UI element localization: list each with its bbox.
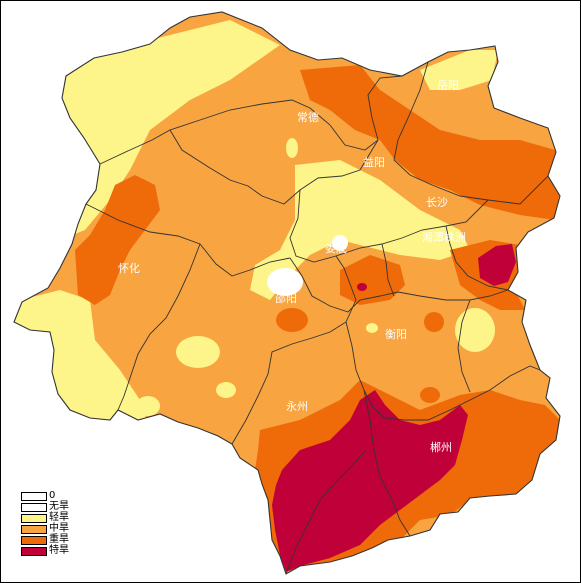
legend-item: 0 (21, 490, 61, 503)
legend-label: 无旱 (49, 501, 69, 512)
zone-light-spot-6 (216, 382, 236, 398)
border-yongzhou-inner (285, 449, 367, 575)
legend-label: 特旱 (49, 545, 69, 556)
border-loudi-xiangtan (335, 255, 357, 301)
city-label-xiangtan: 湘潭株洲 (422, 230, 466, 244)
admin-borders (13, 11, 561, 575)
city-label-shaoyang: 邵阳 (275, 292, 297, 305)
city-label-hengyang: 衡阳 (385, 328, 407, 341)
zone-extreme-south (272, 390, 468, 572)
province-outline (13, 11, 561, 575)
city-label-chenzhou: 郴州 (430, 440, 452, 454)
border-changde-south (99, 129, 379, 205)
zone-light-spot-2 (455, 308, 495, 352)
legend-item: 重旱 (21, 534, 69, 547)
zone-severe-west (75, 175, 160, 305)
city-label-changde: 常德 (297, 110, 319, 124)
legend-item: 中旱 (21, 523, 69, 536)
zone-severe-xiangtan (340, 255, 405, 305)
border-shaoyang-yongzhou (231, 299, 357, 445)
border-hengyang-zhuzhou (457, 299, 471, 393)
zone-light-center (250, 160, 470, 300)
border-yueyang-changsha (393, 61, 549, 205)
zone-none-shaoyang (267, 268, 303, 296)
border-huaihua-north (85, 203, 291, 277)
legend-item: 特旱 (21, 545, 69, 558)
zone-light-northeast (420, 50, 498, 90)
border-hengyang-south (345, 321, 541, 421)
legend-swatch-extreme (21, 547, 47, 556)
legend-label: 轻旱 (49, 512, 69, 523)
border-changsha-zhuzhou (445, 225, 509, 291)
legend-swatch-none (21, 503, 47, 512)
legend-swatch-light (21, 514, 47, 523)
border-huaihua-shaoyang (117, 243, 201, 411)
legend-label: 0 (49, 490, 56, 501)
zone-extreme-east (478, 244, 516, 286)
zone-light-spot-5 (136, 396, 160, 416)
legend-label: 中旱 (49, 523, 69, 534)
border-changde-yueyang (169, 75, 403, 151)
zone-light-spot-3 (286, 138, 298, 158)
zone-light-southwest (14, 290, 150, 430)
legend-swatch-severe (21, 536, 47, 545)
legend-swatch-0 (21, 492, 47, 501)
zone-light-spot-1 (176, 336, 220, 368)
city-label-huaihua: 怀化 (118, 261, 140, 275)
legend-item: 轻旱 (21, 512, 69, 525)
legend-item: 无旱 (21, 501, 69, 514)
city-label-yiyang: 益阳 (363, 155, 385, 169)
zone-light-spot-4 (366, 323, 378, 333)
zone-severe-spot-2 (424, 312, 444, 332)
zone-extreme-spot (357, 283, 367, 291)
zone-severe-northeast (300, 65, 560, 220)
zone-severe-spot-3 (420, 387, 440, 403)
legend-swatch-moderate (21, 525, 47, 534)
legend-label: 重旱 (49, 534, 69, 545)
city-label-yueyang: 岳阳 (437, 79, 459, 92)
border-yongzhou-chenzhou (363, 389, 411, 537)
legend: 0 无旱 轻旱 中旱 重旱 特旱 (21, 490, 69, 558)
city-label-changsha: 长沙 (426, 196, 448, 209)
city-label-yongzhou: 永州 (286, 399, 308, 413)
zone-none-loudi (332, 235, 348, 251)
zone-severe-spot-1 (276, 308, 308, 332)
border-xiangtan-east (381, 243, 395, 297)
city-label-loudi: 娄底 (325, 241, 347, 255)
city-labels: 常德 岳阳 益阳 长沙 娄底 湘潭株洲 怀化 邵阳 衡阳 永州 郴州 (118, 79, 466, 454)
